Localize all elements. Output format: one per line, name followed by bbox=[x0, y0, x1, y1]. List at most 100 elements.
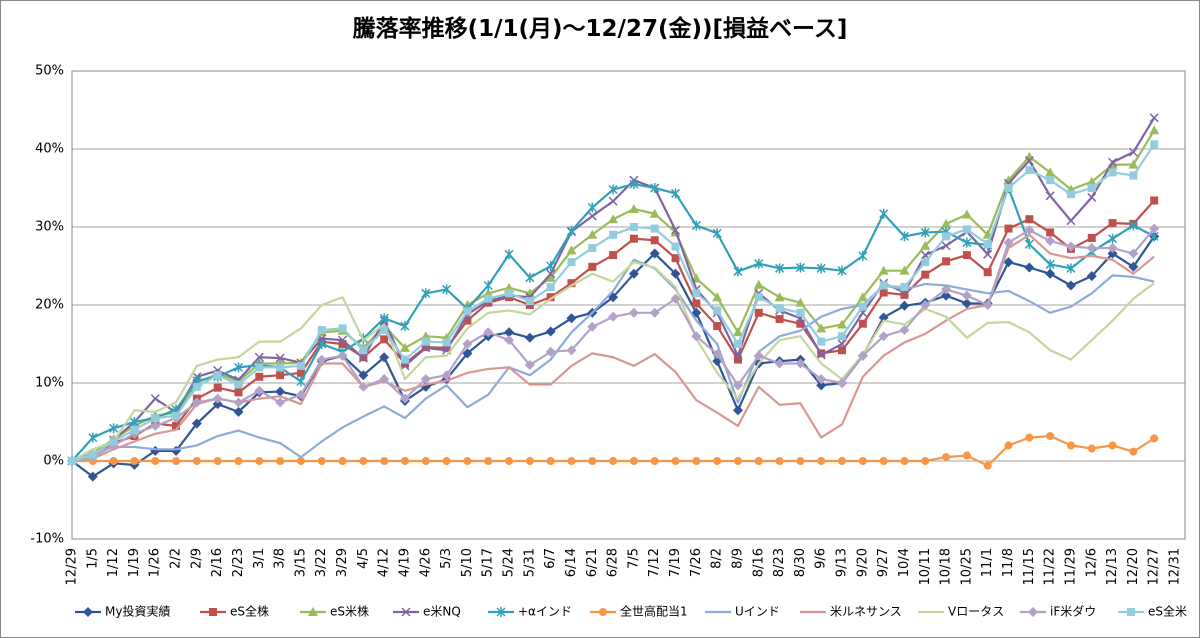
marker bbox=[254, 385, 265, 396]
y-tick-label: 20% bbox=[35, 298, 64, 313]
marker bbox=[754, 258, 764, 269]
marker bbox=[1086, 271, 1097, 282]
marker bbox=[545, 272, 556, 282]
marker bbox=[920, 227, 930, 238]
marker bbox=[1087, 192, 1097, 202]
marker bbox=[1003, 237, 1014, 248]
x-tick-label: 12/31 bbox=[1168, 548, 1183, 585]
marker bbox=[358, 370, 369, 381]
marker bbox=[775, 315, 784, 324]
marker bbox=[1025, 166, 1034, 175]
marker bbox=[1149, 125, 1160, 135]
x-tick-label: 10/25 bbox=[959, 548, 974, 585]
marker bbox=[671, 457, 680, 465]
y-tick-label: 30% bbox=[35, 220, 64, 235]
marker bbox=[921, 258, 930, 267]
legend-label: Uインド bbox=[735, 605, 780, 619]
y-tick-label: 40% bbox=[35, 142, 64, 157]
marker bbox=[588, 457, 597, 465]
marker bbox=[462, 348, 473, 359]
marker bbox=[1149, 113, 1159, 123]
marker bbox=[838, 332, 847, 341]
marker bbox=[588, 244, 597, 253]
marker bbox=[1129, 447, 1138, 456]
x-tick-label: 5/31 bbox=[522, 548, 537, 577]
marker bbox=[941, 284, 952, 295]
marker bbox=[463, 307, 472, 316]
marker bbox=[504, 335, 515, 346]
marker bbox=[545, 346, 556, 357]
marker bbox=[1128, 220, 1138, 231]
marker bbox=[484, 457, 493, 465]
marker bbox=[649, 307, 660, 318]
marker bbox=[817, 457, 826, 465]
marker bbox=[774, 358, 785, 369]
x-tick-label: 12/20 bbox=[1126, 548, 1141, 585]
marker bbox=[1004, 224, 1013, 233]
marker bbox=[255, 457, 264, 465]
marker bbox=[879, 281, 888, 290]
marker bbox=[671, 242, 680, 251]
x-tick-label: 5/24 bbox=[502, 548, 517, 577]
marker bbox=[1066, 441, 1075, 450]
marker bbox=[962, 251, 971, 260]
marker bbox=[192, 382, 201, 391]
marker bbox=[172, 421, 181, 430]
marker bbox=[1046, 176, 1055, 185]
marker bbox=[504, 327, 515, 338]
marker bbox=[587, 321, 598, 332]
marker bbox=[733, 351, 743, 361]
marker bbox=[296, 457, 305, 465]
marker bbox=[1046, 228, 1055, 237]
x-tick-label: 4/19 bbox=[397, 548, 412, 577]
series-line bbox=[71, 261, 1155, 462]
marker bbox=[670, 188, 681, 199]
marker bbox=[566, 225, 577, 236]
marker bbox=[275, 397, 286, 408]
marker bbox=[587, 202, 597, 213]
marker bbox=[754, 457, 763, 465]
marker bbox=[857, 292, 868, 302]
marker bbox=[1108, 168, 1117, 177]
marker bbox=[1045, 236, 1056, 247]
marker bbox=[496, 607, 506, 617]
marker bbox=[420, 374, 431, 385]
marker bbox=[546, 457, 555, 465]
x-tick-label: 8/16 bbox=[751, 548, 766, 577]
x-tick-label: 7/5 bbox=[626, 548, 641, 569]
marker bbox=[151, 414, 160, 423]
marker bbox=[400, 457, 409, 465]
marker bbox=[857, 350, 868, 361]
marker bbox=[192, 457, 201, 465]
marker bbox=[524, 360, 535, 371]
marker bbox=[88, 450, 97, 459]
marker bbox=[525, 297, 534, 306]
marker bbox=[546, 293, 555, 302]
x-tick-label: 10/11 bbox=[918, 548, 933, 585]
x-tick-label: 8/23 bbox=[772, 548, 787, 577]
marker bbox=[983, 240, 992, 249]
x-tick-label: 7/19 bbox=[668, 548, 683, 577]
marker bbox=[380, 457, 389, 465]
marker bbox=[212, 393, 223, 404]
marker bbox=[546, 261, 556, 271]
marker bbox=[899, 300, 910, 311]
marker bbox=[1086, 243, 1097, 254]
marker bbox=[858, 319, 867, 328]
marker bbox=[608, 184, 618, 195]
marker bbox=[608, 311, 619, 322]
marker bbox=[1128, 147, 1138, 157]
marker bbox=[649, 208, 660, 218]
marker bbox=[399, 393, 410, 404]
marker bbox=[942, 257, 951, 266]
marker bbox=[713, 322, 722, 331]
marker bbox=[1129, 171, 1138, 180]
marker bbox=[566, 345, 577, 356]
marker bbox=[150, 394, 160, 404]
marker bbox=[1128, 248, 1139, 259]
marker bbox=[1024, 225, 1035, 236]
legend-label: eS全株 bbox=[230, 604, 269, 619]
marker bbox=[941, 241, 951, 251]
x-tick-label: 2/9 bbox=[189, 548, 204, 569]
marker bbox=[129, 417, 139, 427]
